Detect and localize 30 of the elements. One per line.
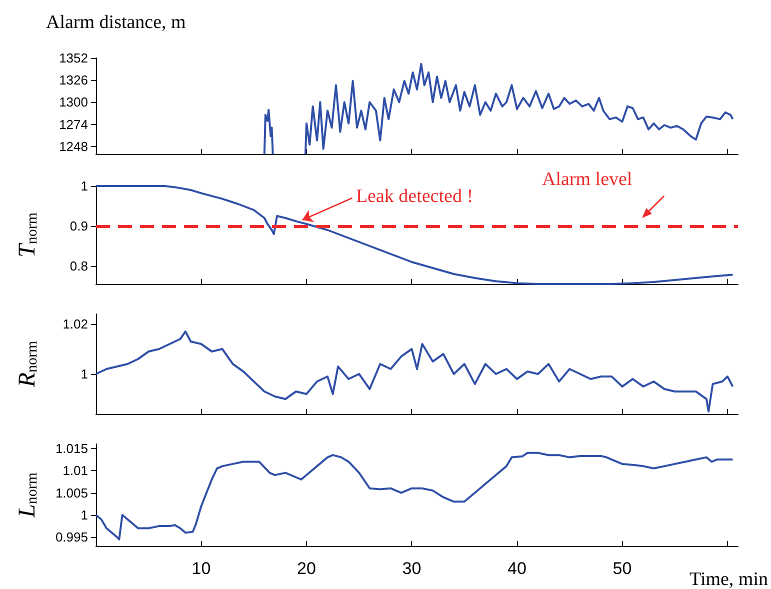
line-series [95,185,734,285]
x-tick-label: 30 [402,559,422,578]
y-axis-title: Alarm distance, m [46,12,186,33]
y-tick-label: 0.995 [55,530,88,545]
x-tick-label: 20 [297,559,316,578]
y-tick-label: 1.01 [62,463,88,478]
y-tick-label: 1352 [59,50,88,66]
x-tick-label: 50 [612,559,632,578]
y-tick-label: 1.02 [62,316,88,332]
y-tick-label: 1 [80,178,88,194]
annotation: Alarm level [542,169,632,190]
y-tick-label: 1248 [59,138,88,154]
y-tick-label: 1300 [59,94,88,110]
y-tick-label: 0.8 [70,258,88,274]
y-tick-label: 1274 [59,116,88,132]
y-tick-label: 1 [80,507,88,522]
y-tick-label: 1.005 [55,485,88,500]
x-tick-label: 40 [508,559,526,578]
x-axis-title: Time, min [690,569,768,589]
y-axis-title: Rnorm [14,340,40,388]
y-tick-label: 1 [80,366,88,382]
y-tick-label: 0.9 [70,218,88,234]
annotation: Leak detected ! [356,186,474,207]
y-axis-title: Lnorm [14,472,40,519]
y-tick-label: 1.015 [55,440,88,456]
y-axis-title: Tnorm [14,212,40,258]
line-series [95,452,734,540]
x-tick-label: 10 [192,559,211,578]
line-series [95,330,734,412]
y-tick-label: 1326 [59,72,88,88]
